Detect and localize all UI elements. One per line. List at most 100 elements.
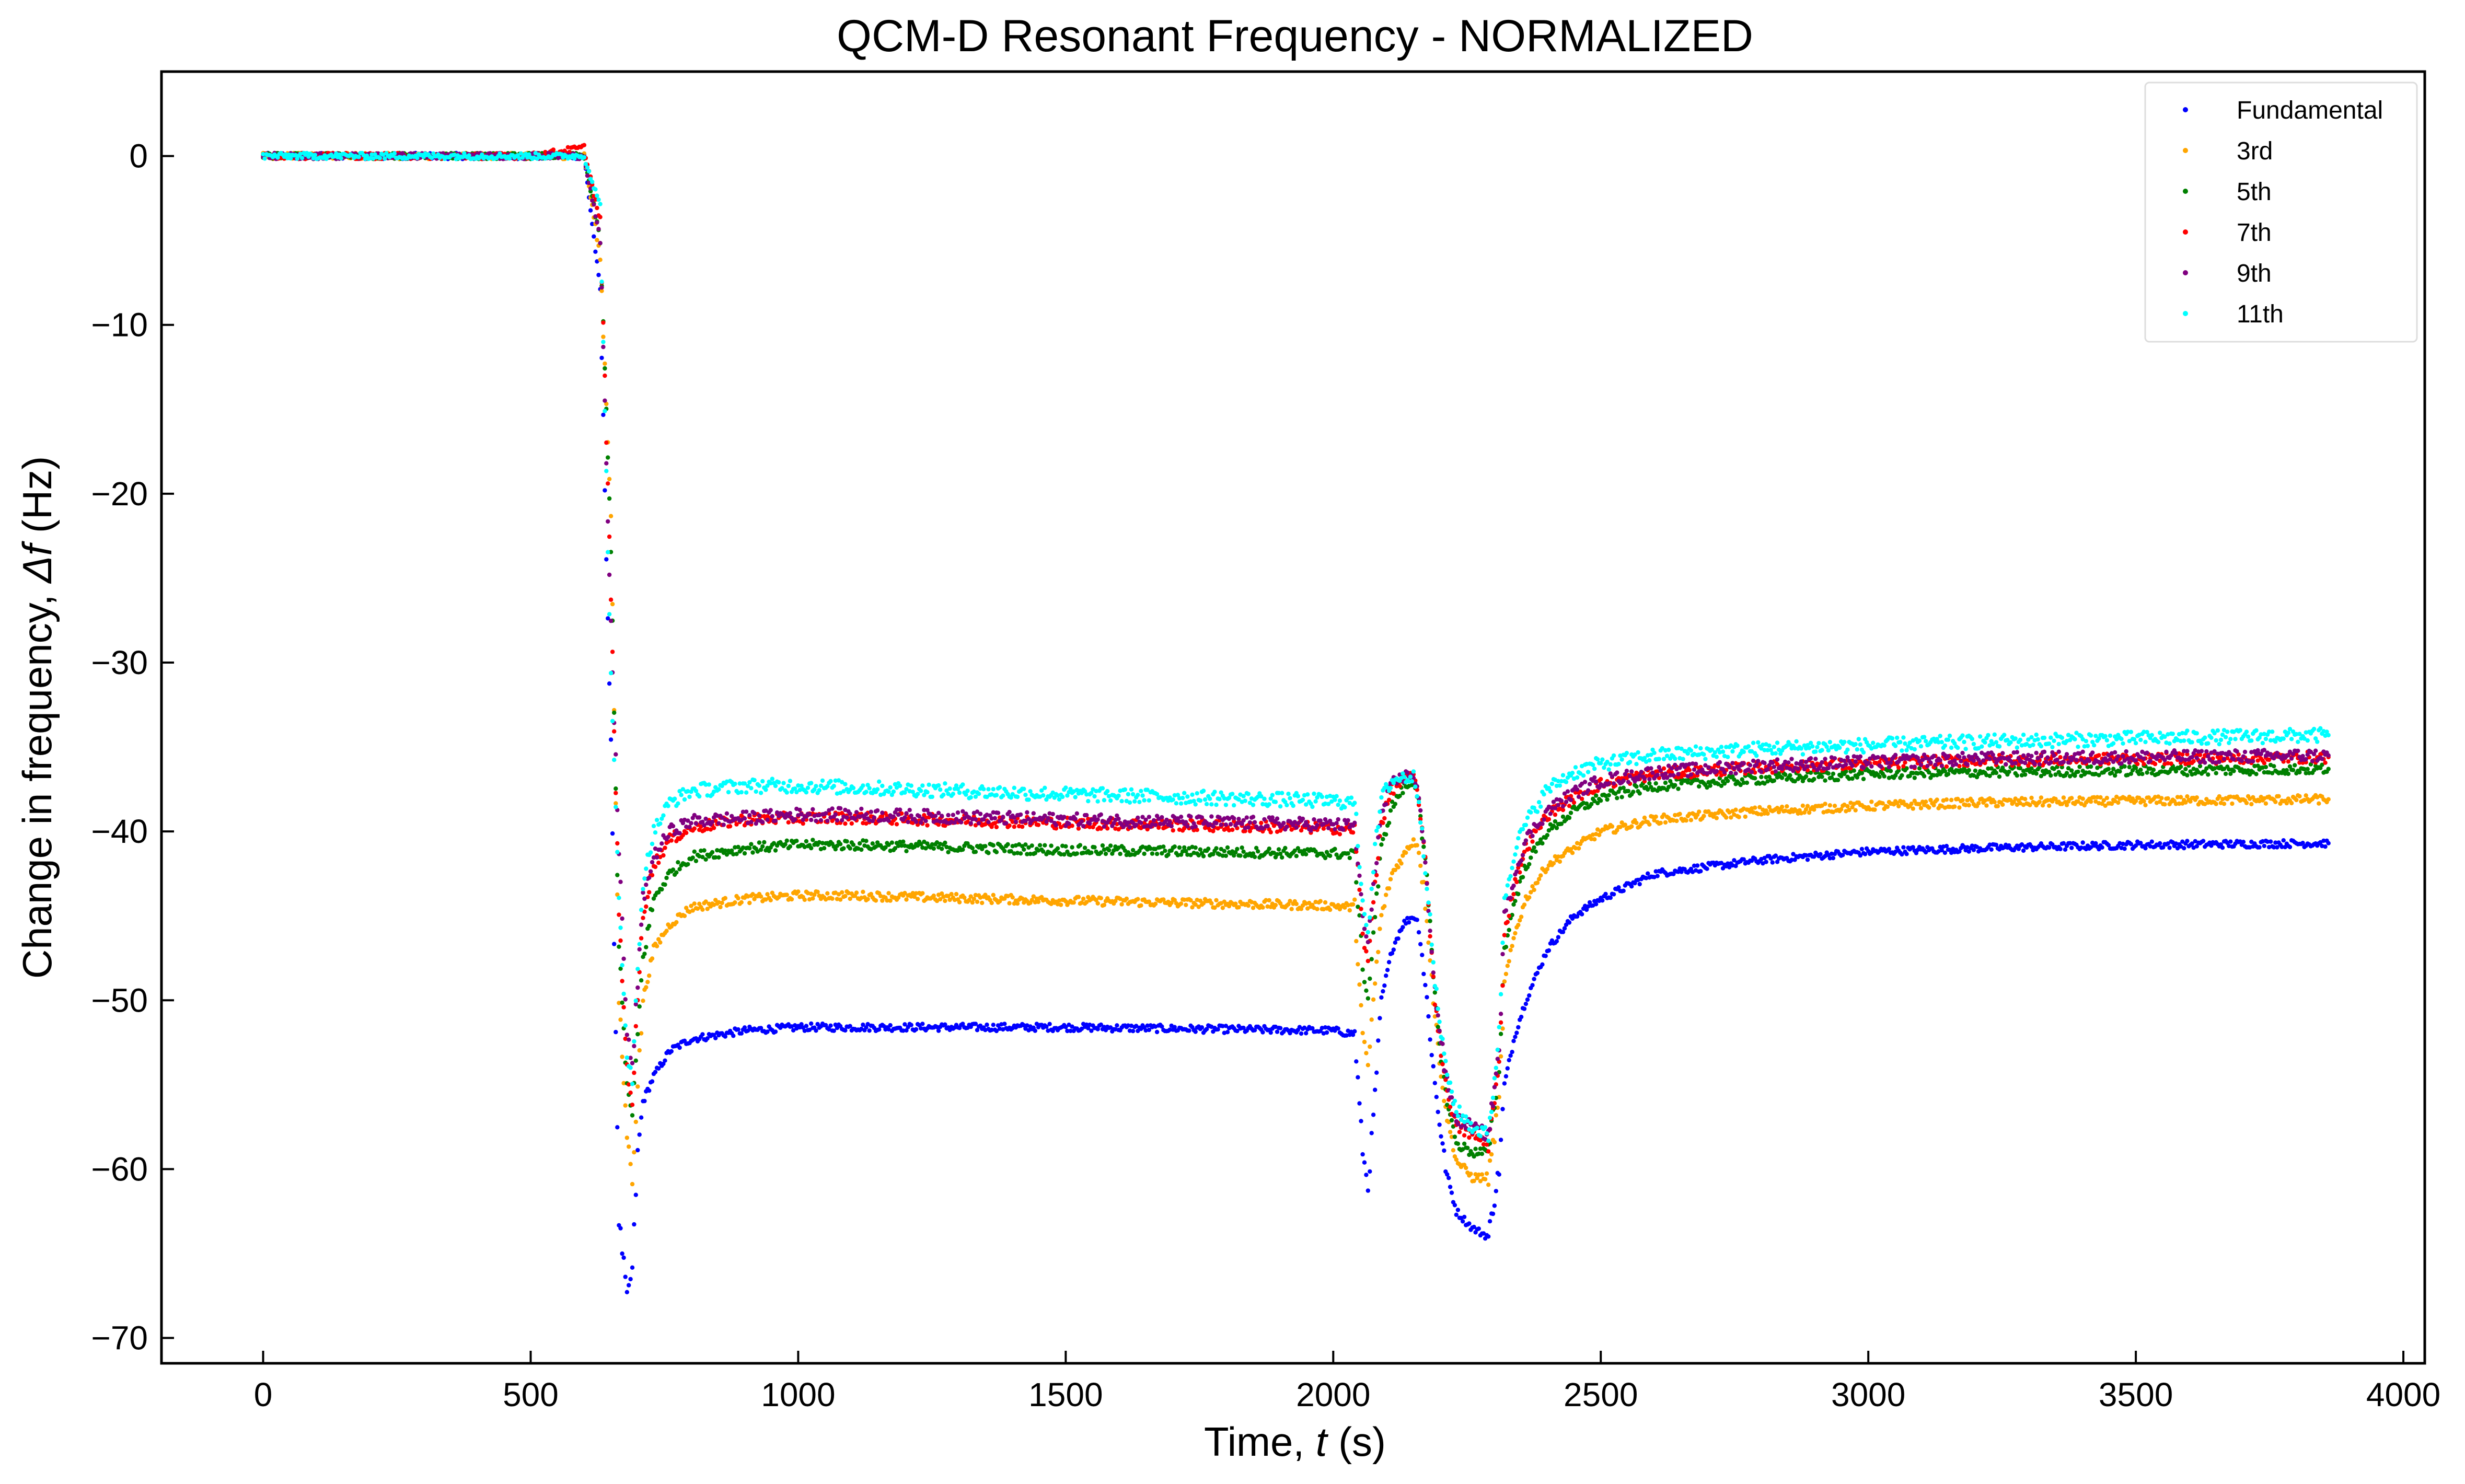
data-point <box>2293 763 2297 768</box>
data-point <box>1036 822 1041 827</box>
data-point <box>1359 907 1363 911</box>
data-point <box>750 892 755 897</box>
data-point <box>1166 852 1171 857</box>
data-point <box>1108 1025 1113 1030</box>
data-point <box>692 849 697 854</box>
data-point <box>1823 778 1827 783</box>
data-point <box>902 1022 907 1027</box>
data-point <box>767 849 771 853</box>
data-point <box>1020 824 1025 829</box>
data-point <box>1676 786 1681 791</box>
data-point <box>2068 841 2073 845</box>
data-point <box>2021 848 2026 853</box>
data-point <box>1510 1050 1514 1054</box>
data-point <box>1992 799 1997 805</box>
data-point <box>2133 798 2138 804</box>
data-point <box>1198 898 1203 903</box>
data-point <box>1209 901 1214 906</box>
data-point <box>1273 902 1278 908</box>
data-point <box>2029 795 2034 801</box>
data-point <box>604 557 609 562</box>
data-point <box>1827 856 1832 861</box>
data-point <box>2076 769 2080 774</box>
data-point <box>1885 768 1890 773</box>
data-point <box>1599 798 1603 803</box>
data-point <box>2244 801 2249 805</box>
data-point <box>2162 802 2167 807</box>
data-point <box>1831 856 1836 861</box>
data-point <box>1381 989 1385 994</box>
data-point <box>669 1049 674 1054</box>
data-point <box>624 1135 630 1140</box>
data-point <box>931 894 936 898</box>
data-point <box>1235 847 1240 852</box>
data-point <box>1047 1022 1052 1026</box>
data-point <box>1396 936 1401 941</box>
data-point <box>1373 1087 1378 1092</box>
data-point <box>1647 822 1652 827</box>
data-point <box>1498 1020 1503 1025</box>
data-point <box>645 980 650 984</box>
data-point <box>1527 847 1532 851</box>
data-point <box>1185 852 1190 857</box>
data-point <box>1726 861 1730 866</box>
data-point <box>1071 900 1076 905</box>
data-point <box>1404 850 1408 855</box>
data-point <box>2095 795 2100 799</box>
data-point <box>1652 818 1657 823</box>
data-point <box>663 1058 667 1063</box>
data-point <box>1779 804 1785 809</box>
data-point <box>1160 1024 1164 1029</box>
data-point <box>1483 1236 1488 1241</box>
data-point <box>1039 895 1044 900</box>
data-point <box>733 900 737 905</box>
data-point <box>1196 905 1201 909</box>
data-point <box>1473 1172 1478 1177</box>
data-point <box>1065 1028 1070 1034</box>
data-point <box>1464 1165 1468 1170</box>
data-point <box>1805 857 1810 862</box>
data-point <box>1545 833 1549 838</box>
data-point <box>1826 771 1831 776</box>
data-point <box>2220 845 2225 850</box>
data-point <box>762 840 767 845</box>
data-point <box>886 842 891 848</box>
data-point <box>1432 1002 1437 1007</box>
data-point <box>1432 990 1437 995</box>
data-point <box>923 846 928 851</box>
data-point <box>606 455 610 460</box>
data-point <box>1722 781 1727 786</box>
data-point <box>1356 1075 1360 1080</box>
data-point <box>2122 847 2127 851</box>
data-point <box>1773 853 1778 858</box>
data-point <box>630 1265 635 1270</box>
data-point <box>2177 801 2182 806</box>
data-point <box>2254 772 2259 776</box>
data-point <box>1187 1028 1191 1033</box>
data-point <box>1971 848 1976 852</box>
data-point <box>1567 804 1572 808</box>
data-point <box>637 1132 642 1137</box>
data-point <box>784 838 789 843</box>
data-point <box>713 855 718 860</box>
data-point <box>612 942 617 946</box>
data-point <box>1503 945 1509 949</box>
data-point <box>2127 794 2132 799</box>
data-point <box>807 1027 812 1033</box>
data-point <box>2257 845 2262 850</box>
data-point <box>1764 860 1768 864</box>
data-point <box>621 1255 626 1260</box>
data-point <box>1423 907 1428 911</box>
data-point <box>985 1022 989 1027</box>
data-point <box>1119 902 1124 907</box>
data-point <box>1267 847 1271 851</box>
data-point <box>2228 771 2233 776</box>
data-point <box>1568 847 1573 852</box>
data-point <box>1374 891 1379 896</box>
data-point <box>2063 847 2068 852</box>
data-point <box>1058 852 1063 857</box>
data-point <box>828 1023 833 1028</box>
data-point <box>2059 765 2064 770</box>
data-point <box>1095 1027 1100 1031</box>
data-point <box>2217 794 2221 799</box>
